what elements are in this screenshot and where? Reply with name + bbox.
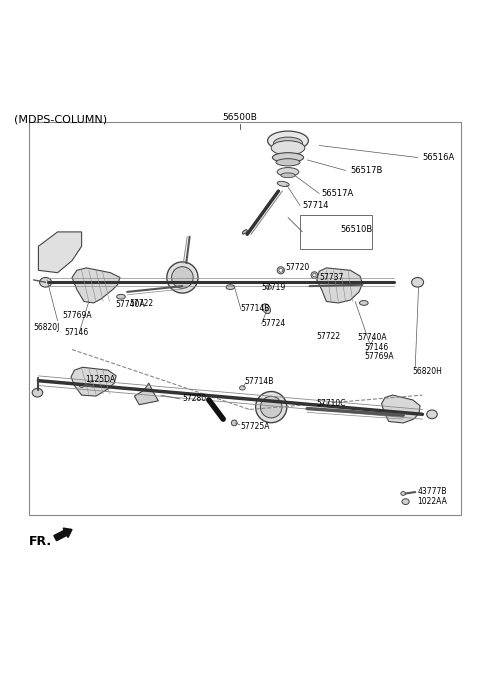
Text: 1022AA: 1022AA bbox=[418, 497, 447, 506]
Text: 57737: 57737 bbox=[319, 273, 344, 282]
Ellipse shape bbox=[401, 491, 406, 495]
Text: 57740A: 57740A bbox=[358, 333, 387, 342]
Text: 57722: 57722 bbox=[317, 331, 341, 341]
Text: 56510B: 56510B bbox=[341, 225, 373, 234]
Ellipse shape bbox=[262, 304, 271, 314]
Text: 57714B: 57714B bbox=[240, 304, 269, 313]
Ellipse shape bbox=[255, 392, 287, 423]
Text: 1125DA: 1125DA bbox=[85, 375, 116, 384]
Ellipse shape bbox=[266, 285, 272, 290]
Ellipse shape bbox=[311, 272, 318, 279]
Ellipse shape bbox=[167, 262, 198, 293]
Ellipse shape bbox=[412, 277, 424, 287]
Ellipse shape bbox=[279, 269, 283, 272]
Text: 56517B: 56517B bbox=[350, 166, 383, 175]
Ellipse shape bbox=[360, 300, 368, 305]
Ellipse shape bbox=[172, 267, 193, 288]
Ellipse shape bbox=[260, 396, 282, 418]
Polygon shape bbox=[382, 395, 420, 423]
Text: 57146: 57146 bbox=[65, 328, 89, 338]
Polygon shape bbox=[38, 232, 82, 273]
Ellipse shape bbox=[427, 410, 437, 418]
Ellipse shape bbox=[268, 131, 308, 151]
Ellipse shape bbox=[276, 159, 300, 166]
Text: 56820J: 56820J bbox=[34, 323, 60, 332]
Ellipse shape bbox=[117, 294, 125, 299]
Text: 57280: 57280 bbox=[182, 394, 206, 404]
Polygon shape bbox=[317, 268, 362, 303]
Text: 43777B: 43777B bbox=[418, 487, 447, 495]
Ellipse shape bbox=[226, 285, 235, 290]
Ellipse shape bbox=[277, 167, 299, 176]
Text: 57720: 57720 bbox=[286, 263, 310, 273]
Text: 57722: 57722 bbox=[130, 300, 154, 308]
FancyArrow shape bbox=[54, 528, 72, 541]
Ellipse shape bbox=[242, 230, 247, 234]
Ellipse shape bbox=[79, 383, 84, 387]
Text: 57725A: 57725A bbox=[240, 422, 269, 431]
Text: 57769A: 57769A bbox=[365, 352, 395, 361]
Text: 56820H: 56820H bbox=[413, 367, 443, 375]
Text: 56517A: 56517A bbox=[322, 189, 354, 198]
Ellipse shape bbox=[39, 277, 52, 287]
Text: 57714: 57714 bbox=[302, 201, 329, 210]
Text: 57740A: 57740A bbox=[115, 300, 145, 309]
Polygon shape bbox=[71, 367, 116, 396]
Ellipse shape bbox=[32, 388, 43, 397]
Ellipse shape bbox=[274, 137, 302, 149]
Ellipse shape bbox=[277, 182, 289, 186]
Ellipse shape bbox=[277, 267, 284, 274]
Ellipse shape bbox=[402, 499, 409, 504]
Text: 57710C: 57710C bbox=[317, 399, 346, 408]
Ellipse shape bbox=[231, 420, 237, 426]
Text: 57724: 57724 bbox=[262, 319, 286, 327]
Polygon shape bbox=[72, 268, 120, 303]
Text: 57769A: 57769A bbox=[62, 311, 92, 321]
Text: 56516A: 56516A bbox=[422, 153, 455, 162]
Ellipse shape bbox=[240, 385, 245, 390]
Text: 56500B: 56500B bbox=[223, 113, 257, 122]
Text: 57719: 57719 bbox=[262, 283, 286, 292]
Ellipse shape bbox=[281, 173, 295, 178]
Text: (MDPS-COLUMN): (MDPS-COLUMN) bbox=[14, 114, 108, 124]
Ellipse shape bbox=[272, 153, 304, 162]
Text: 57714B: 57714B bbox=[245, 377, 274, 386]
Polygon shape bbox=[134, 383, 158, 405]
Ellipse shape bbox=[271, 140, 305, 155]
Ellipse shape bbox=[313, 273, 316, 277]
Text: 57146: 57146 bbox=[365, 343, 389, 352]
Text: FR.: FR. bbox=[29, 535, 52, 548]
